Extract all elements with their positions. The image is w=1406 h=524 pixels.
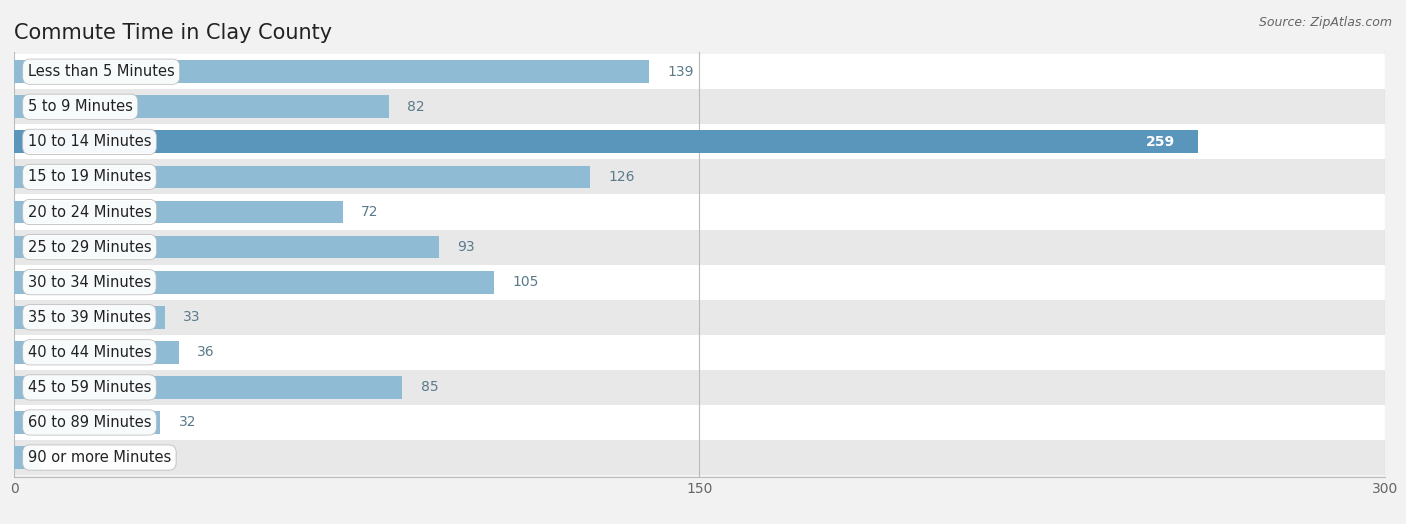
Text: 93: 93 <box>457 240 475 254</box>
Text: 35 to 39 Minutes: 35 to 39 Minutes <box>28 310 150 325</box>
Text: 30 to 34 Minutes: 30 to 34 Minutes <box>28 275 150 290</box>
Text: Less than 5 Minutes: Less than 5 Minutes <box>28 64 174 79</box>
Bar <box>14 440 1385 475</box>
Text: Source: ZipAtlas.com: Source: ZipAtlas.com <box>1258 16 1392 29</box>
Text: 82: 82 <box>408 100 425 114</box>
Bar <box>14 405 1385 440</box>
Bar <box>14 370 1385 405</box>
Bar <box>14 376 402 399</box>
Bar <box>14 54 1385 89</box>
Text: 32: 32 <box>179 416 195 430</box>
Bar <box>14 341 179 364</box>
Text: 72: 72 <box>361 205 378 219</box>
Bar <box>14 306 165 329</box>
Bar <box>14 194 1385 230</box>
Bar <box>14 130 1198 153</box>
Text: Commute Time in Clay County: Commute Time in Clay County <box>14 23 332 42</box>
Text: 139: 139 <box>668 64 695 79</box>
Bar <box>14 201 343 223</box>
Bar <box>14 166 591 188</box>
Bar <box>14 95 389 118</box>
Bar <box>14 124 1385 159</box>
Text: 105: 105 <box>512 275 538 289</box>
Text: 60 to 89 Minutes: 60 to 89 Minutes <box>28 415 152 430</box>
Text: 45 to 59 Minutes: 45 to 59 Minutes <box>28 380 150 395</box>
Text: 20 to 24 Minutes: 20 to 24 Minutes <box>28 204 152 220</box>
Bar <box>14 265 1385 300</box>
Bar <box>14 335 1385 370</box>
Text: 6: 6 <box>60 451 69 465</box>
Bar <box>14 411 160 434</box>
Bar <box>14 230 1385 265</box>
Bar <box>14 236 439 258</box>
Bar <box>14 60 650 83</box>
Text: 15 to 19 Minutes: 15 to 19 Minutes <box>28 169 150 184</box>
Text: 25 to 29 Minutes: 25 to 29 Minutes <box>28 239 152 255</box>
Bar <box>14 300 1385 335</box>
Bar <box>14 159 1385 194</box>
Bar <box>14 446 42 469</box>
Text: 259: 259 <box>1146 135 1175 149</box>
Text: 10 to 14 Minutes: 10 to 14 Minutes <box>28 134 152 149</box>
Bar <box>14 271 494 293</box>
Text: 85: 85 <box>420 380 439 395</box>
Text: 126: 126 <box>609 170 634 184</box>
Text: 36: 36 <box>197 345 215 359</box>
Text: 90 or more Minutes: 90 or more Minutes <box>28 450 172 465</box>
Bar <box>14 89 1385 124</box>
Text: 5 to 9 Minutes: 5 to 9 Minutes <box>28 99 132 114</box>
Text: 33: 33 <box>183 310 201 324</box>
Text: 40 to 44 Minutes: 40 to 44 Minutes <box>28 345 152 360</box>
